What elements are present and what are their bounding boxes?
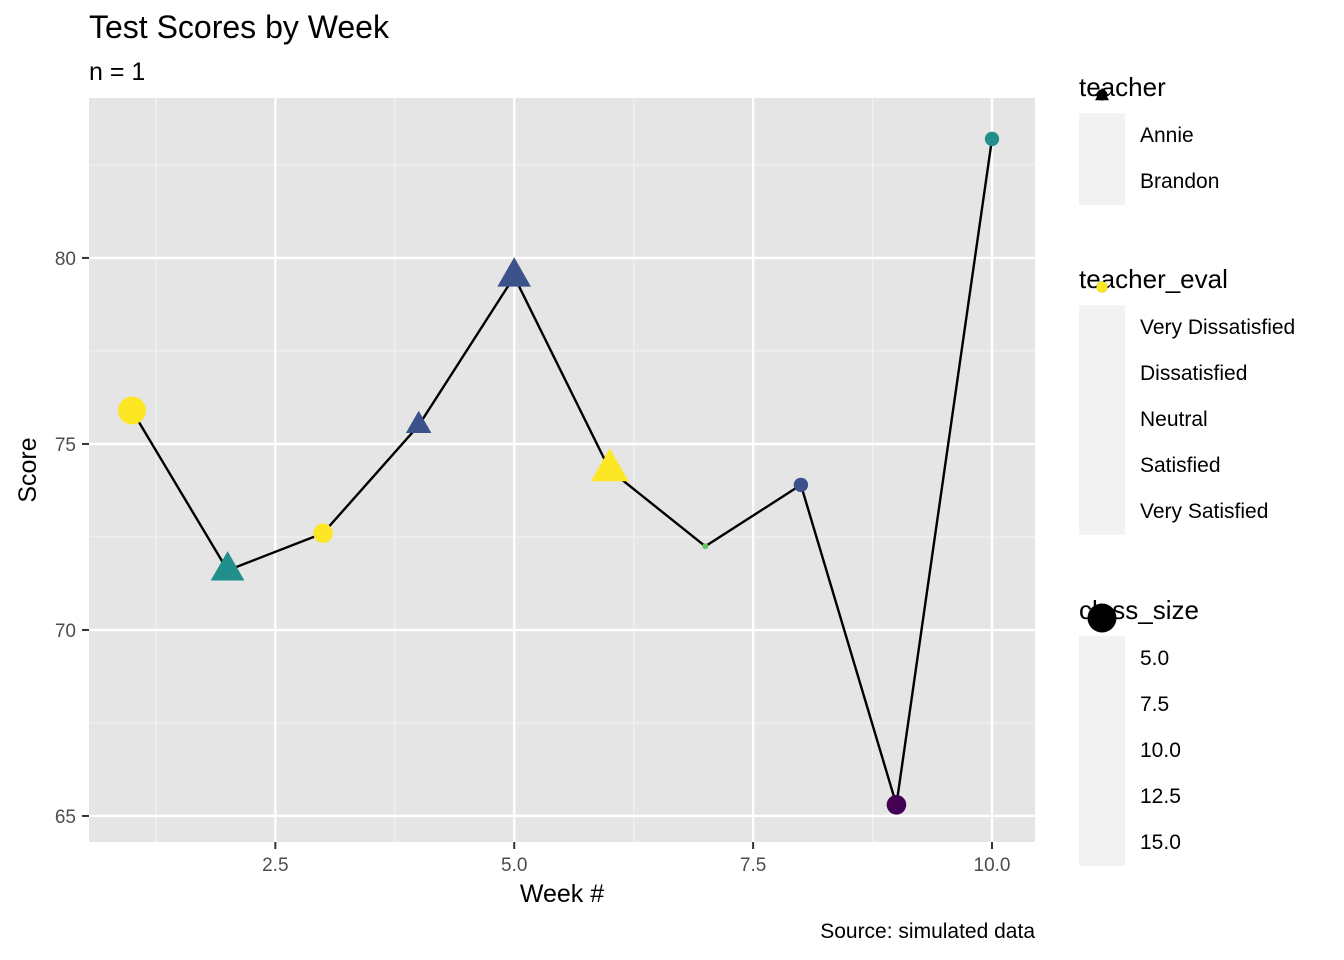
- legend-label: 7.5: [1140, 693, 1170, 716]
- legend-keys-class-size: 5.0 7.5 10.0 12.5 15.0: [1079, 603, 1181, 866]
- legend-label: Annie: [1140, 124, 1194, 147]
- legend-key: [1079, 281, 1125, 397]
- data-point-triangle: [590, 448, 629, 482]
- legend-key: [1079, 606, 1125, 820]
- data-point-circle: [886, 795, 907, 815]
- legend-teacher-eval: teacher_eval Very Dissatisfied Dissatisfi…: [1079, 264, 1295, 535]
- legend-key: [1079, 281, 1125, 351]
- data-point-circle: [793, 477, 809, 493]
- legend-key: [1079, 614, 1125, 682]
- scatter-plot: 2.5 5.0 7.5 10.0 65 70 75 80 Week # Score: [14, 98, 1035, 908]
- y-tick-label: 70: [55, 621, 76, 642]
- legend-class-size: class_size 5.0 7.5 10.0 12.5 15.0: [1079, 595, 1199, 866]
- legend-label: Neutral: [1140, 408, 1208, 431]
- chart-caption: Source: simulated data: [820, 920, 1035, 943]
- legend-label: 10.0: [1140, 739, 1181, 762]
- legend-label: 12.5: [1140, 785, 1181, 808]
- legend-key: [1079, 281, 1125, 443]
- legend-key: [1079, 281, 1125, 489]
- legend-key: [1079, 281, 1125, 535]
- x-axis-label: Week #: [520, 880, 604, 908]
- legend-key: [1079, 611, 1125, 728]
- score-line: [130, 138, 994, 806]
- legend-entry: Satisfied: [1079, 281, 1295, 489]
- legend-key: [1079, 608, 1125, 774]
- legend-triangle-shape: [1095, 87, 1109, 101]
- y-tick-label: 80: [55, 249, 76, 270]
- data-point-circle: [313, 523, 333, 544]
- plot-panel: [89, 98, 1035, 842]
- legend-label: Satisfied: [1140, 454, 1221, 477]
- data-point-circle: [702, 543, 709, 550]
- legend-label: Very Dissatisfied: [1140, 316, 1296, 339]
- y-tick-label: 75: [55, 435, 76, 456]
- data-point-triangle: [405, 410, 432, 433]
- x-tick-label: 2.5: [262, 855, 288, 876]
- chart-title: Test Scores by Week: [89, 9, 389, 45]
- legend-entry: Annie: [1079, 89, 1219, 159]
- y-tick-label: 65: [55, 807, 76, 828]
- legend-label: Very Satisfied: [1140, 500, 1269, 523]
- chart-subtitle: n = 1: [89, 58, 146, 86]
- legend-teacher: teacher Annie Brandon: [1079, 72, 1219, 205]
- legend-entry: 5.0: [1079, 614, 1181, 682]
- legend-title-teacher: teacher: [1079, 72, 1166, 102]
- legend-size-swatch: [1087, 603, 1117, 633]
- legend-keys-teacher: Annie Brandon: [1079, 87, 1220, 205]
- legend-key: [1079, 603, 1125, 866]
- legend-keys-teacher-eval: Very Dissatisfied Dissatisfied Neutral Sati…: [1079, 281, 1296, 535]
- legend-entry: Dissatisfied: [1079, 281, 1295, 397]
- x-tick-label: 5.0: [501, 855, 527, 876]
- legend-label: Dissatisfied: [1140, 362, 1248, 385]
- legend-entry: Very Satisfied: [1079, 281, 1295, 535]
- legend-entry: 15.0: [1079, 603, 1181, 866]
- legend-label: 15.0: [1140, 831, 1181, 854]
- x-tick-label: 7.5: [740, 855, 766, 876]
- legend-label: 5.0: [1140, 647, 1170, 670]
- data-point-circle: [984, 131, 1000, 147]
- data-point-circle: [118, 396, 146, 425]
- legend-entry: 10.0: [1079, 608, 1181, 774]
- data-point-triangle: [210, 551, 245, 581]
- legend-key: [1079, 89, 1125, 159]
- legend-entry: Very Dissatisfied: [1079, 281, 1296, 351]
- legend-entry: 7.5: [1079, 611, 1181, 728]
- legend-color-swatch: [1096, 281, 1108, 293]
- data-point-triangle: [497, 257, 531, 287]
- legend-label: Brandon: [1140, 170, 1220, 193]
- x-tick-label: 10.0: [974, 855, 1011, 876]
- y-axis-label: Score: [14, 437, 42, 502]
- legend-entry: Brandon: [1079, 87, 1220, 205]
- legend-key: [1079, 87, 1125, 205]
- legend-entry: 12.5: [1079, 606, 1181, 820]
- legend-entry: Neutral: [1079, 281, 1295, 443]
